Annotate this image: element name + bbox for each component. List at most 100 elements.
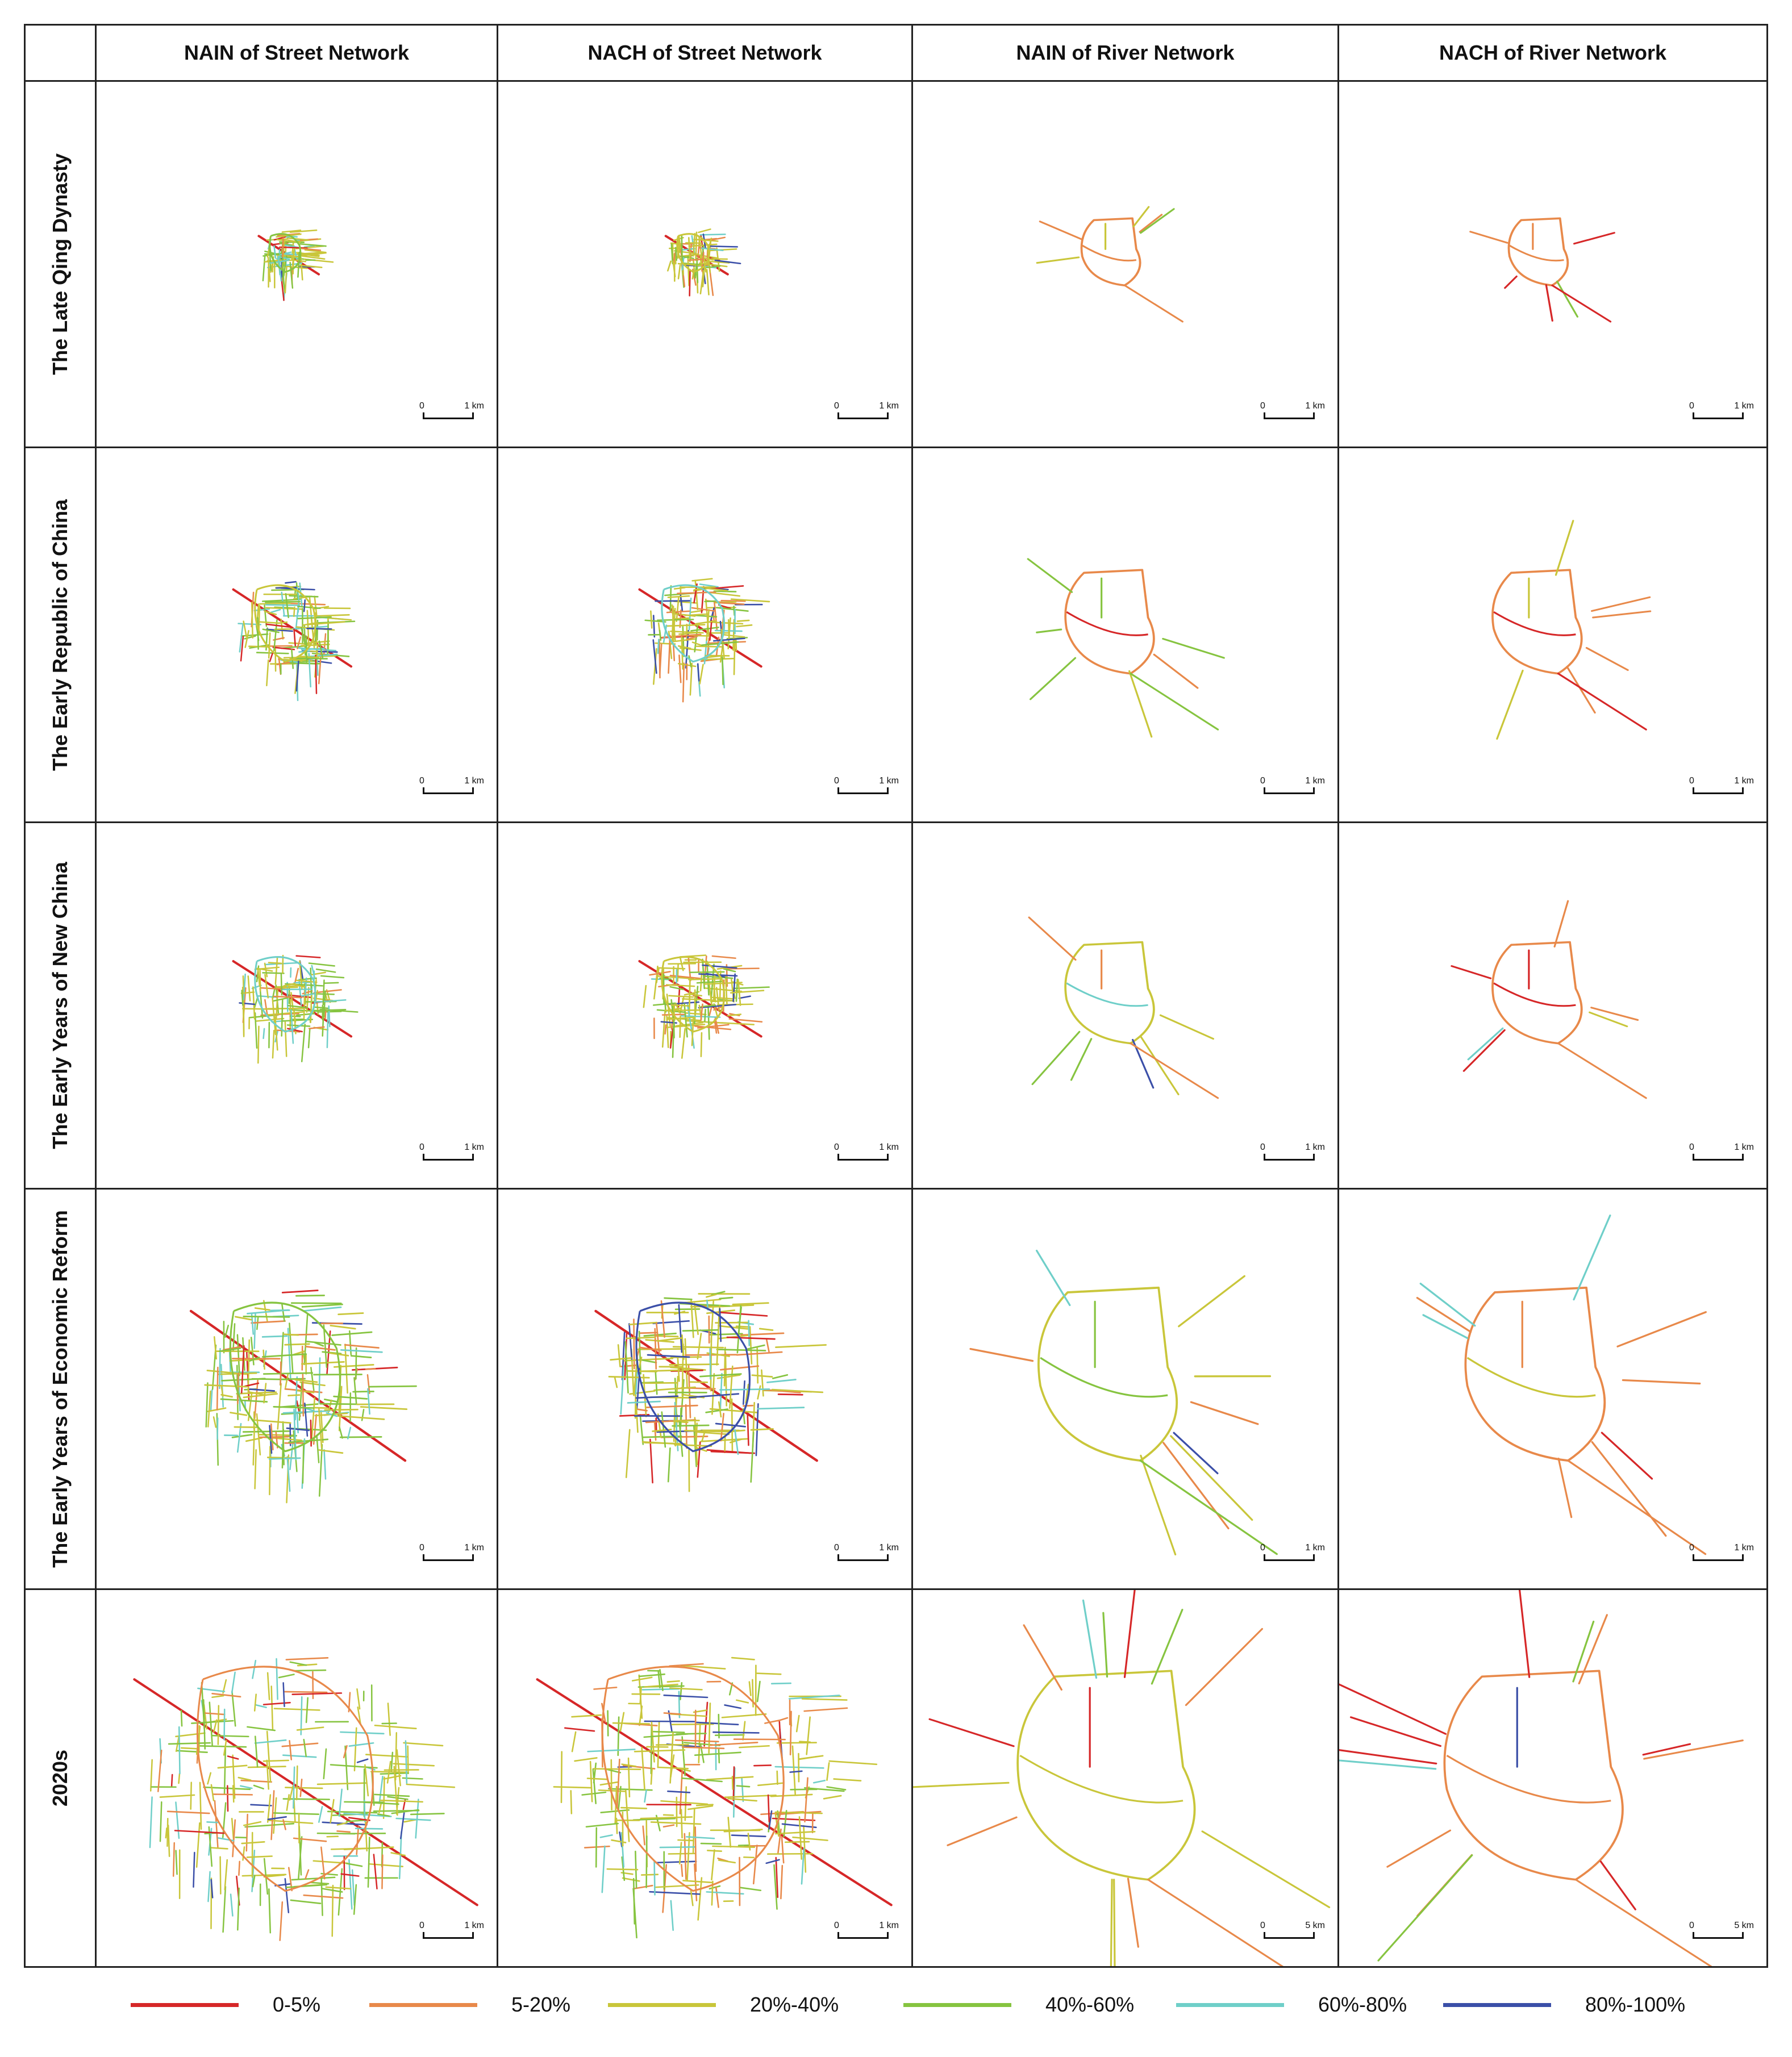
network-segment [674, 1739, 719, 1743]
network-segment [266, 1794, 272, 1823]
network-segment [734, 986, 770, 990]
network-segment [701, 1429, 706, 1442]
network-segment [670, 630, 704, 634]
network-segment [684, 1003, 688, 1038]
network-segment [756, 1672, 782, 1675]
network-segment [801, 1847, 805, 1885]
legend-label: 0-5% [273, 1993, 321, 2016]
network-segment [289, 1442, 294, 1471]
scale-bar-label: 5 km [1305, 1921, 1325, 1930]
network-segment [774, 1811, 823, 1814]
network-segment [213, 1336, 218, 1360]
network-segment [273, 995, 303, 999]
network-segment [647, 1354, 690, 1358]
network-segment [301, 993, 314, 997]
network-segment [574, 1757, 598, 1762]
network-segment [1140, 208, 1175, 234]
network-segment [287, 1328, 291, 1379]
network-segment [211, 1695, 224, 1699]
network-segment [732, 619, 735, 651]
network-segment [261, 598, 301, 602]
network-segment [290, 967, 292, 978]
network-segment [323, 1449, 327, 1480]
network-segment [287, 1005, 309, 1009]
network-segment [593, 1687, 618, 1690]
network-segment [695, 1721, 739, 1726]
network-segment [536, 1678, 893, 1906]
network-segment [373, 1809, 420, 1812]
network-segment [702, 964, 737, 969]
network-segment [261, 1353, 307, 1358]
network-segment [267, 1816, 287, 1820]
network-segment [644, 619, 666, 623]
network-segment [743, 1856, 755, 1859]
network-segment [650, 610, 653, 629]
network-segment [1340, 1759, 1437, 1770]
network-segment [652, 1730, 685, 1733]
network-segment [222, 1346, 241, 1351]
scale-bar-line [1693, 412, 1744, 419]
network-segment [727, 619, 730, 641]
network-segment [344, 1343, 348, 1394]
network-segment [1572, 1620, 1595, 1683]
network-segment [318, 1407, 323, 1449]
row-header: The Early Years of New China [24, 821, 97, 1190]
network-segment [1469, 231, 1508, 244]
network-segment [249, 1391, 267, 1396]
network-segment [320, 1410, 324, 1443]
network-segment [203, 1699, 206, 1750]
network-segment [378, 1775, 384, 1804]
scale-bar-label: 1 km [464, 776, 484, 786]
network-segment [721, 1713, 767, 1718]
network-segment [268, 1820, 314, 1824]
network-segment [249, 1388, 276, 1392]
network-segment [1170, 1435, 1253, 1521]
network-segment [294, 967, 299, 982]
network-segment [289, 261, 294, 289]
scale-bar: 0 1 km [834, 776, 899, 799]
network-segment [262, 256, 266, 282]
network-segment [750, 1432, 755, 1483]
network-segment [212, 1793, 253, 1796]
network-segment [669, 1366, 706, 1371]
network-segment [1140, 1454, 1177, 1556]
network-segment [667, 260, 672, 272]
network-segment [666, 1015, 669, 1048]
network-segment [305, 1345, 336, 1351]
scale-bar-label: 1 km [1734, 1142, 1754, 1152]
network-segment [628, 1323, 633, 1362]
network-segment [275, 986, 298, 989]
network-segment [236, 1422, 242, 1453]
network-segment [663, 1712, 681, 1715]
network-segment [1616, 1311, 1707, 1347]
network-segment [243, 1821, 262, 1826]
network-segment [211, 1692, 241, 1698]
network-segment [273, 1708, 320, 1711]
network-segment [237, 1776, 252, 1781]
network-segment [650, 1821, 702, 1825]
network-segment [1491, 941, 1583, 1045]
network-segment [253, 608, 270, 612]
network-segment [1493, 611, 1576, 636]
network-segment [629, 1321, 658, 1325]
network-map [969, 1249, 1278, 1556]
network-segment [721, 1022, 755, 1025]
network-segment [704, 975, 734, 979]
network-segment [728, 1018, 763, 1023]
network-segment [294, 1379, 318, 1383]
network-segment [667, 1447, 671, 1483]
network-segment [310, 994, 312, 1024]
network-segment [710, 1300, 715, 1343]
network-segment [196, 1666, 374, 1892]
network-segment [362, 1801, 399, 1805]
network-segment [290, 1018, 305, 1020]
scale-bar-line [1264, 1554, 1315, 1561]
network-segment [247, 1339, 250, 1393]
network-segment [269, 233, 302, 273]
network-segment [635, 1405, 639, 1433]
network-segment [759, 1328, 774, 1331]
network-segment [581, 1791, 607, 1796]
network-segment [734, 1429, 739, 1455]
scale-bar: 0 1 km [834, 1921, 899, 1943]
network-segment [662, 624, 668, 643]
